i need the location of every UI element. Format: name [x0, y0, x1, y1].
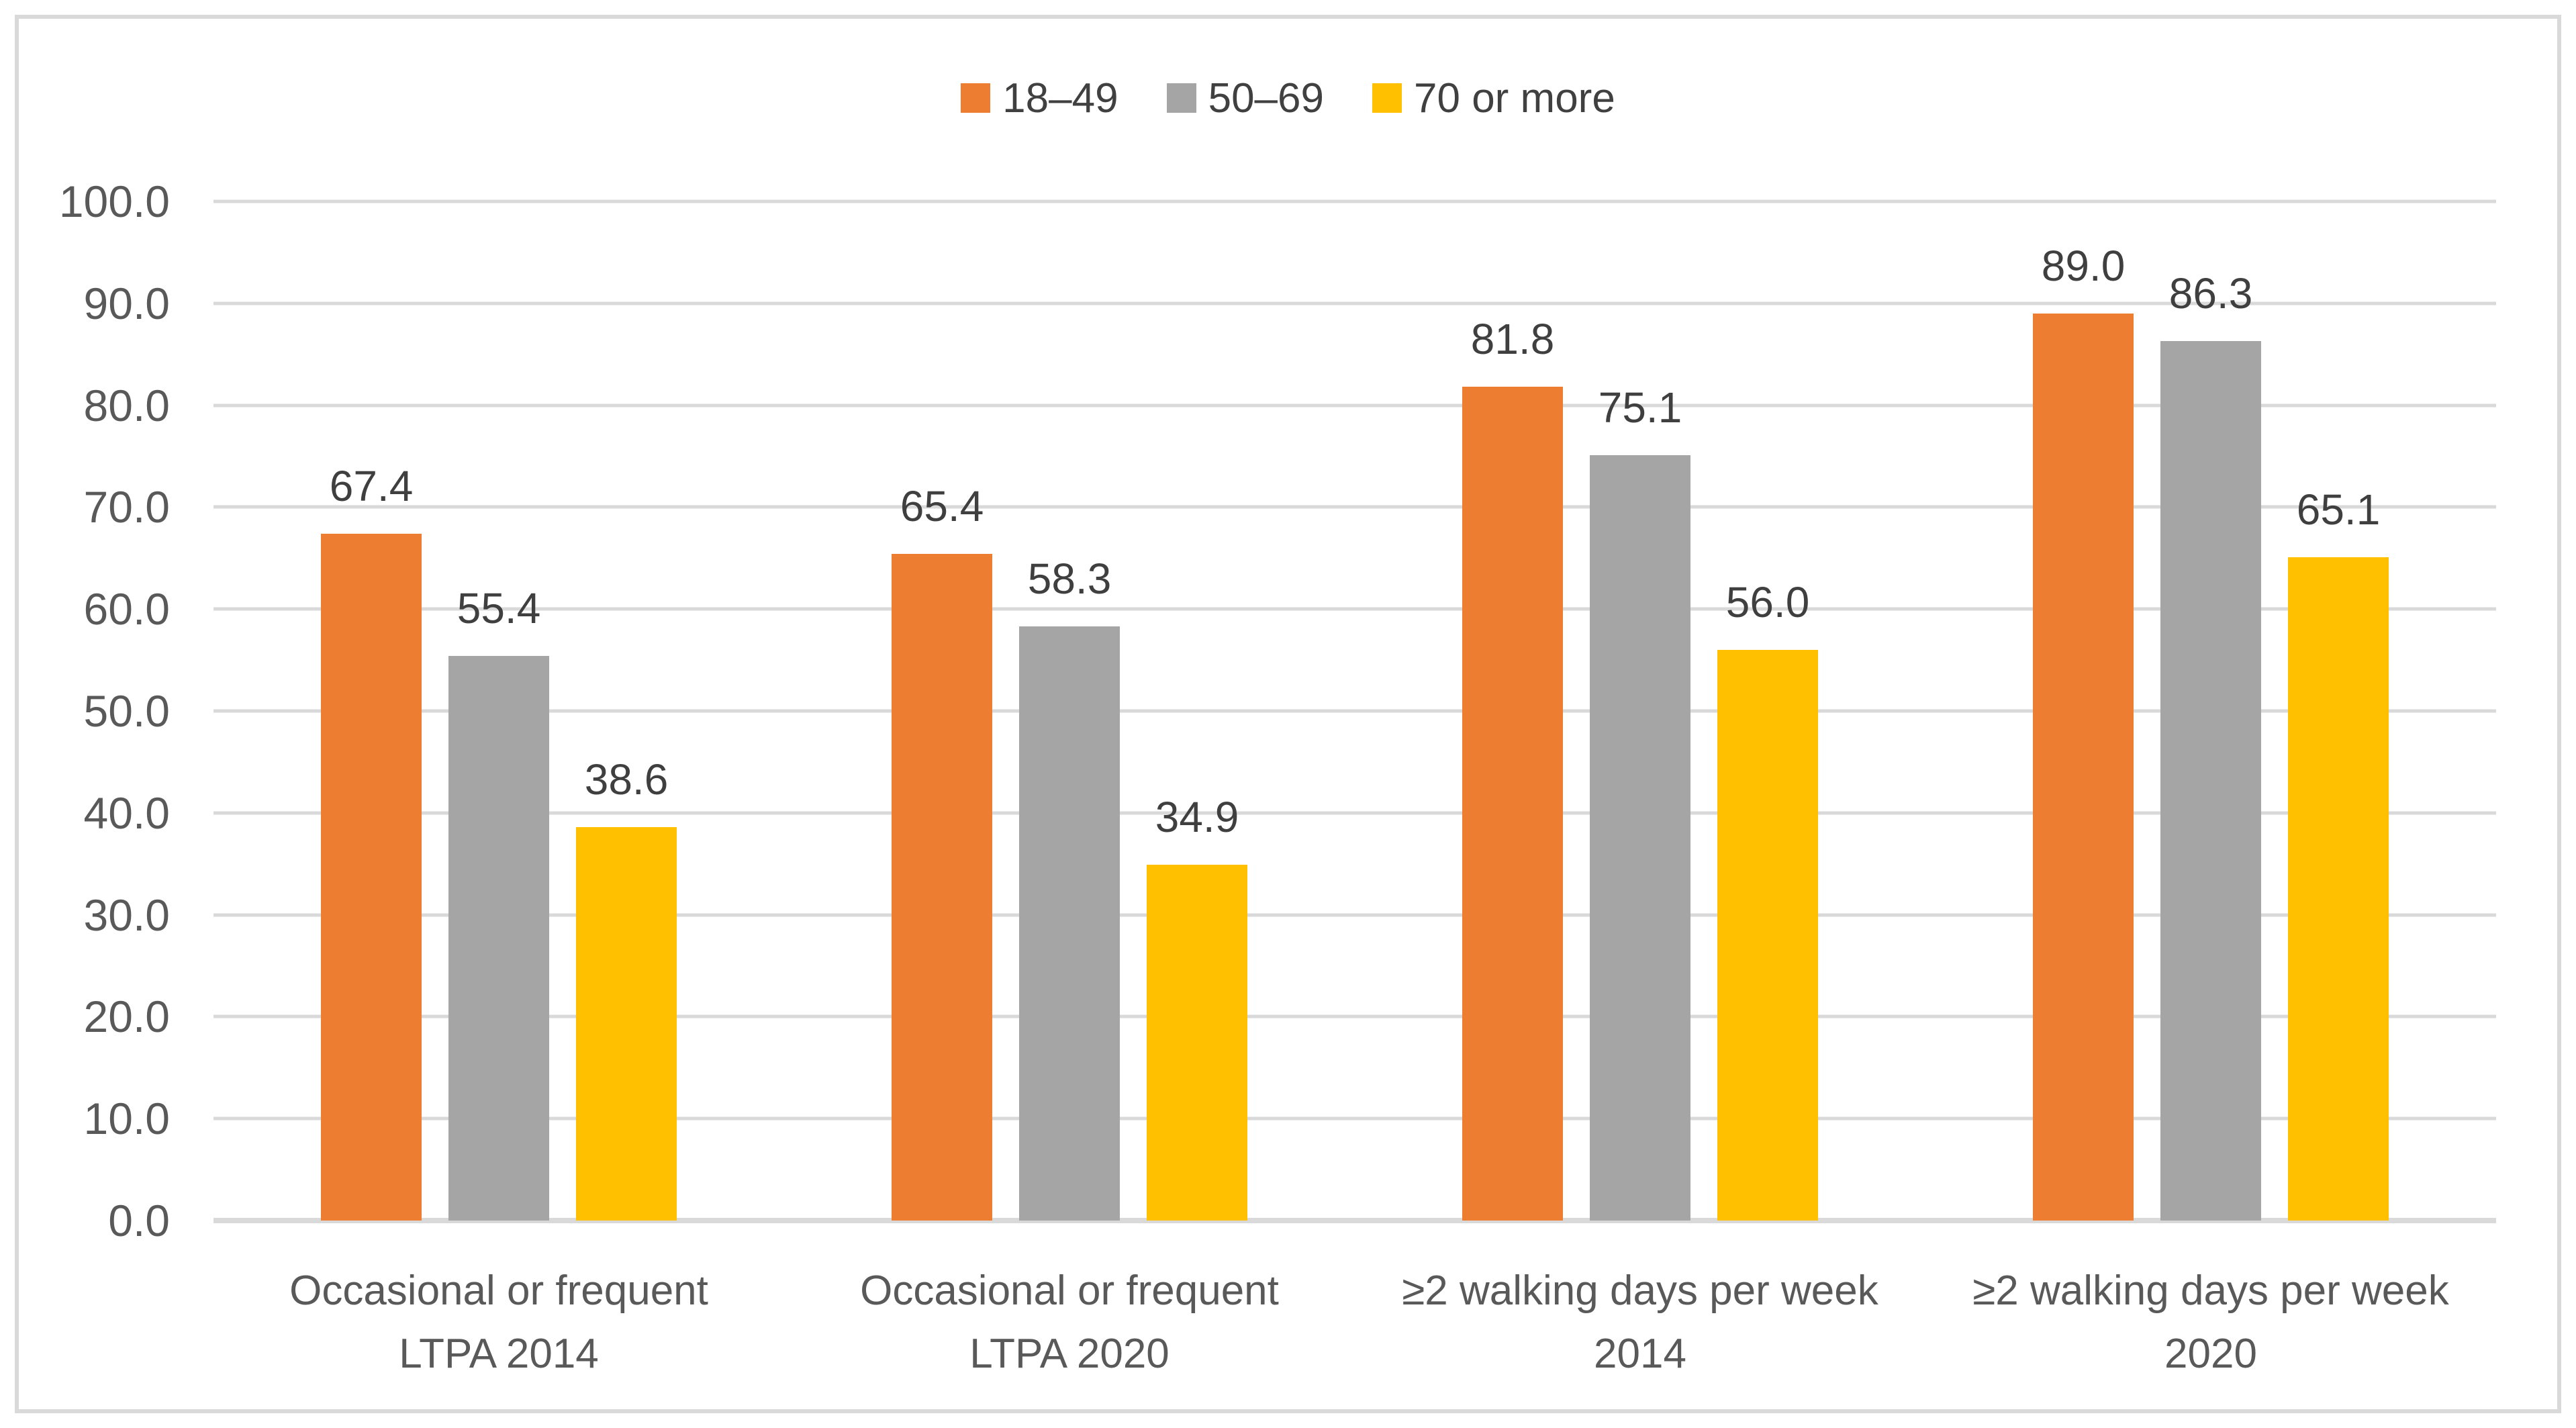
bar-column: 89.0: [2033, 201, 2134, 1221]
bar: [2160, 340, 2261, 1221]
bar-group: 65.4 58.3 34.9: [784, 201, 1355, 1221]
gridline: [213, 403, 2496, 408]
bar: [2288, 557, 2389, 1221]
gridline: [213, 1116, 2496, 1121]
bar-value-label: 38.6: [584, 755, 669, 804]
bar-value-label: 65.1: [2296, 485, 2381, 534]
bar-column: 65.4: [892, 201, 992, 1221]
legend-swatch: [1372, 83, 1402, 113]
bar-group: 81.8 75.1 56.0: [1355, 201, 1925, 1221]
bar-column: 81.8: [1462, 201, 1563, 1221]
bar-groups: 67.4 55.4 38.6 65.4 58.3 34.9 81.8 75.1 56.0 89.0…: [213, 201, 2496, 1221]
gridline: [213, 811, 2496, 815]
bar-column: 75.1: [1590, 201, 1690, 1221]
bar-column: 58.3: [1019, 201, 1120, 1221]
bar: [892, 554, 992, 1221]
bar-value-label: 58.3: [1027, 555, 1112, 604]
legend-item: 18–49: [961, 75, 1118, 122]
x-axis-label: ≥2 walking days per week 2014: [1402, 1268, 1878, 1378]
plot-area: 67.4 55.4 38.6 65.4 58.3 34.9 81.8 75.1 56.0 89.0…: [213, 199, 2496, 1223]
bar: [1717, 649, 1818, 1221]
bar: [576, 827, 677, 1221]
gridline: [213, 301, 2496, 305]
bar-value-label: 67.4: [329, 461, 414, 510]
gridline: [213, 1014, 2496, 1018]
bar: [1462, 387, 1563, 1221]
legend-swatch: [961, 83, 991, 113]
bar-value-label: 34.9: [1155, 793, 1239, 842]
legend-item: 70 or more: [1372, 75, 1615, 122]
x-axis: Occasional or frequent LTPA 2014 Occasion…: [213, 1259, 2496, 1386]
y-axis-tick-label: 80.0: [83, 380, 170, 430]
legend-item: 50–69: [1166, 75, 1325, 122]
gridline: [213, 199, 2496, 203]
chart-frame: 18–49 50–69 70 or more 0.0 10.0 20.0 30.0 40.0…: [15, 15, 2561, 1413]
y-axis-tick-label: 60.0: [83, 584, 170, 634]
y-axis-tick-label: 50.0: [83, 686, 170, 736]
bar-column: 34.9: [1147, 201, 1247, 1221]
y-axis-tick-label: 90.0: [83, 278, 170, 328]
legend-swatch: [1166, 83, 1196, 113]
y-axis-tick-label: 100.0: [58, 177, 170, 226]
y-axis-tick-label: 0.0: [108, 1196, 170, 1245]
bar: [1019, 626, 1120, 1221]
bar-column: 38.6: [576, 201, 677, 1221]
x-axis-label: Occasional or frequent LTPA 2020: [860, 1268, 1279, 1378]
bar-value-label: 55.4: [457, 584, 541, 633]
bar-value-label: 89.0: [2041, 241, 2126, 290]
bar-group: 67.4 55.4 38.6: [213, 201, 784, 1221]
bar: [1590, 455, 1690, 1221]
x-axis-label: Occasional or frequent LTPA 2014: [289, 1268, 708, 1378]
y-axis: 0.0 10.0 20.0 30.0 40.0 50.0 60.0 70.0 80.0 90.0 1…: [19, 177, 170, 1245]
bar: [2033, 313, 2134, 1221]
bar-value-label: 81.8: [1470, 315, 1555, 364]
bar-value-label: 65.4: [900, 482, 984, 531]
y-axis-tick-label: 30.0: [83, 890, 170, 940]
gridline: [213, 607, 2496, 611]
bar: [1147, 865, 1247, 1221]
bar-column: 65.1: [2288, 201, 2389, 1221]
bar-column: 56.0: [1717, 201, 1818, 1221]
legend-label: 70 or more: [1414, 75, 1615, 122]
x-axis-baseline: [213, 1218, 2496, 1223]
legend-label: 18–49: [1002, 75, 1118, 122]
bar-column: 86.3: [2160, 201, 2261, 1221]
y-axis-tick-label: 40.0: [83, 788, 170, 838]
legend-label: 50–69: [1208, 75, 1325, 122]
y-axis-tick-label: 70.0: [83, 482, 170, 532]
bar-value-label: 75.1: [1598, 383, 1682, 432]
bar-group: 89.0 86.3 65.1: [1925, 201, 2496, 1221]
bar-value-label: 86.3: [2168, 269, 2253, 318]
gridline: [213, 505, 2496, 509]
gridline: [213, 913, 2496, 917]
y-axis-tick-label: 10.0: [83, 1094, 170, 1144]
legend: 18–49 50–69 70 or more: [19, 74, 2557, 122]
bar-column: 55.4: [448, 201, 549, 1221]
bar: [321, 533, 422, 1221]
bar-value-label: 56.0: [1725, 577, 1810, 626]
y-axis-tick-label: 20.0: [83, 992, 170, 1042]
bar-column: 67.4: [321, 201, 422, 1221]
x-axis-label: ≥2 walking days per week 2020: [1972, 1268, 2449, 1378]
gridline: [213, 709, 2496, 713]
bar: [448, 656, 549, 1221]
